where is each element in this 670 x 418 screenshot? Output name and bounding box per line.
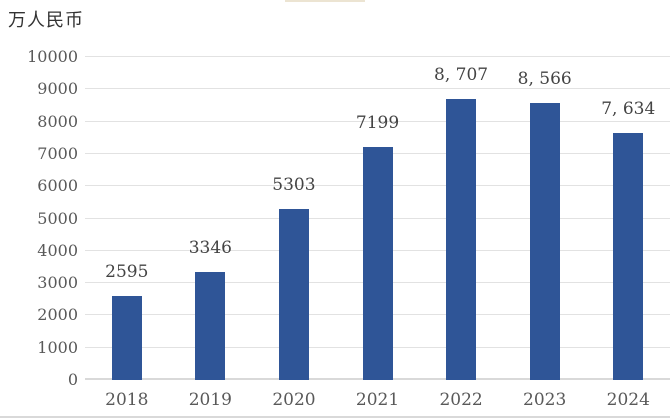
bar-slot: 8, 566: [503, 57, 587, 380]
bar-2018: [111, 296, 142, 380]
bar-slot: 8, 707: [419, 57, 503, 380]
gridline: [85, 56, 670, 57]
bottom-edge-border: [0, 416, 670, 418]
y-tick-label: 6000: [37, 176, 78, 196]
x-tick-label: 2024: [606, 390, 650, 410]
y-axis-unit-label: 万人民币: [8, 10, 84, 31]
bar-value-label: 2595: [105, 262, 149, 283]
y-tick-label: 8000: [37, 111, 78, 131]
bar-2019: [195, 271, 226, 380]
y-tick-label: 0: [67, 370, 78, 389]
bar-slot: 2595: [85, 57, 169, 380]
bar-slot: 7, 634: [586, 57, 670, 380]
y-tick-label: 2000: [37, 305, 78, 325]
bar-value-label: 5303: [272, 174, 316, 195]
bar-2020: [278, 208, 309, 380]
bar-2024: [613, 133, 644, 380]
y-axis-tick-labels: 0 1000 2000 3000 4000 5000 6000 7000 8000 9000 100…: [0, 49, 78, 388]
bar-value-label: 8, 707: [434, 64, 489, 85]
gridline: [85, 120, 670, 122]
bar-series: 2595 3346 5303 7199 8, 707 8, 566 7, 634: [85, 57, 670, 380]
x-tick-label: 2022: [439, 390, 483, 410]
plot-area: 2595 3346 5303 7199 8, 707 8, 566 7, 634: [85, 56, 670, 380]
bar-slot: 3346: [169, 57, 253, 380]
bar-value-label: 7199: [355, 113, 400, 134]
bar-2022: [446, 98, 477, 380]
bar-2021: [362, 147, 393, 380]
bar-slot: 5303: [252, 57, 336, 380]
bar-slot: 7199: [336, 57, 420, 380]
y-tick-label: 7000: [37, 143, 78, 163]
x-tick-label: 2018: [105, 390, 149, 410]
gridline: [85, 88, 670, 90]
x-axis-tick-labels: 2018 2019 2020 2021 2022 2023 2024: [85, 390, 670, 410]
x-tick-label: 2020: [272, 390, 316, 410]
bar-2023: [529, 103, 560, 380]
x-tick-label: 2023: [523, 390, 567, 410]
y-tick-label: 5000: [37, 208, 78, 228]
y-tick-label: 10000: [27, 47, 78, 66]
y-tick-label: 3000: [37, 273, 78, 293]
bar-value-label: 7, 634: [601, 99, 656, 120]
x-tick-label: 2021: [355, 390, 400, 410]
cropped-title-artifact: [285, 0, 365, 2]
y-tick-label: 9000: [37, 79, 78, 99]
bar-value-label: 8, 566: [517, 69, 572, 90]
x-tick-label: 2019: [188, 390, 232, 410]
y-tick-label: 1000: [37, 337, 78, 357]
y-tick-label: 4000: [37, 240, 78, 260]
bar-value-label: 3346: [188, 237, 232, 258]
